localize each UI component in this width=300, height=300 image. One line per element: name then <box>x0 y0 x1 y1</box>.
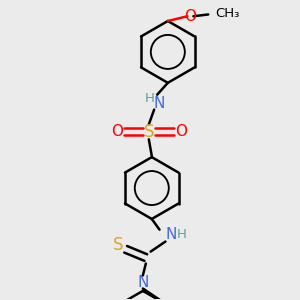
Text: N: N <box>137 275 148 290</box>
Text: N: N <box>154 96 165 111</box>
Text: N: N <box>165 227 176 242</box>
Text: O: O <box>184 9 196 24</box>
Text: O: O <box>175 124 187 139</box>
Text: H: H <box>177 228 186 241</box>
Text: S: S <box>113 236 124 253</box>
Text: H: H <box>145 92 155 105</box>
Text: O: O <box>111 124 123 139</box>
Text: CH₃: CH₃ <box>215 8 240 20</box>
Text: S: S <box>144 123 154 141</box>
